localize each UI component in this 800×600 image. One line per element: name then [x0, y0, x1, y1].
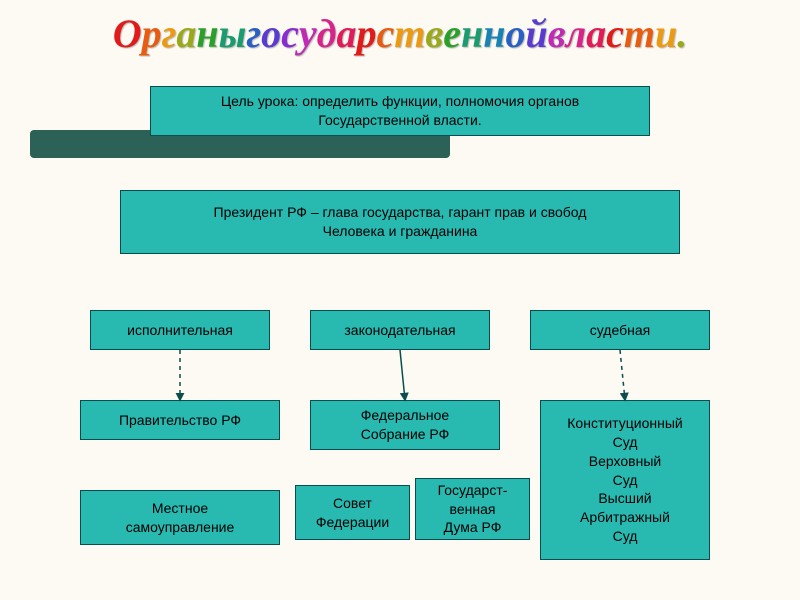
title-letter: в: [425, 10, 443, 57]
title-letter: О: [113, 10, 142, 57]
title-letter: с: [606, 10, 624, 57]
title-letter: ы: [219, 10, 247, 57]
slide-title: Органы государственной власти.: [113, 10, 688, 57]
title-letter: о: [505, 10, 525, 57]
title-letter: т: [624, 10, 655, 57]
box-local-text: Местноесамоуправление: [126, 499, 235, 537]
title-letter: а: [586, 10, 606, 57]
box-judicial-text: судебная: [590, 321, 650, 340]
box-executive: исполнительная: [90, 310, 270, 350]
title-letter: р: [142, 10, 162, 57]
title-letter: р: [357, 10, 377, 57]
box-president: Президент РФ – глава государства, гарант…: [120, 190, 680, 254]
box-goal-text: Цель урока: определить функции, полномоч…: [221, 92, 579, 130]
box-duma: Государст-веннаяДума РФ: [415, 478, 530, 540]
title-letter: н: [461, 10, 483, 57]
title-letter: в: [548, 10, 566, 57]
box-judicial: судебная: [530, 310, 710, 350]
box-legislative-text: законодательная: [344, 321, 455, 340]
box-duma-text: Государст-веннаяДума РФ: [438, 481, 508, 538]
box-sovfed: СоветФедерации: [295, 485, 410, 540]
title-letter: й: [525, 10, 547, 57]
title-letter: с: [377, 10, 395, 57]
title-letter: е: [443, 10, 461, 57]
box-sovfed-text: СоветФедерации: [316, 494, 389, 532]
title-letter: д: [317, 10, 337, 57]
title-letter: а: [176, 10, 196, 57]
box-fed-assembly: ФедеральноеСобрание РФ: [310, 400, 500, 450]
box-president-text: Президент РФ – глава государства, гарант…: [214, 203, 587, 241]
box-fed-assembly-text: ФедеральноеСобрание РФ: [361, 406, 450, 444]
title-letter: н: [196, 10, 218, 57]
title-letter: с: [281, 10, 299, 57]
box-legislative: законодательная: [310, 310, 490, 350]
title-letter: а: [337, 10, 357, 57]
title-letter: у: [299, 10, 317, 57]
box-government-text: Правительство РФ: [119, 411, 241, 430]
title-letter: г: [162, 10, 177, 57]
title-letter: о: [261, 10, 281, 57]
title-letter: г: [246, 10, 261, 57]
title-letter: т: [394, 10, 425, 57]
box-courts-text: КонституционныйСудВерховныйСудВысшийАрби…: [567, 414, 682, 546]
box-government: Правительство РФ: [80, 400, 280, 440]
box-goal: Цель урока: определить функции, полномоч…: [150, 86, 650, 136]
box-executive-text: исполнительная: [127, 321, 233, 340]
title-letter: л: [566, 10, 587, 57]
box-local: Местноесамоуправление: [80, 490, 280, 545]
title-letter: н: [483, 10, 505, 57]
title-letter: .: [677, 10, 687, 57]
box-courts: КонституционныйСудВерховныйСудВысшийАрби…: [540, 400, 710, 560]
title-letter: и: [655, 10, 677, 57]
